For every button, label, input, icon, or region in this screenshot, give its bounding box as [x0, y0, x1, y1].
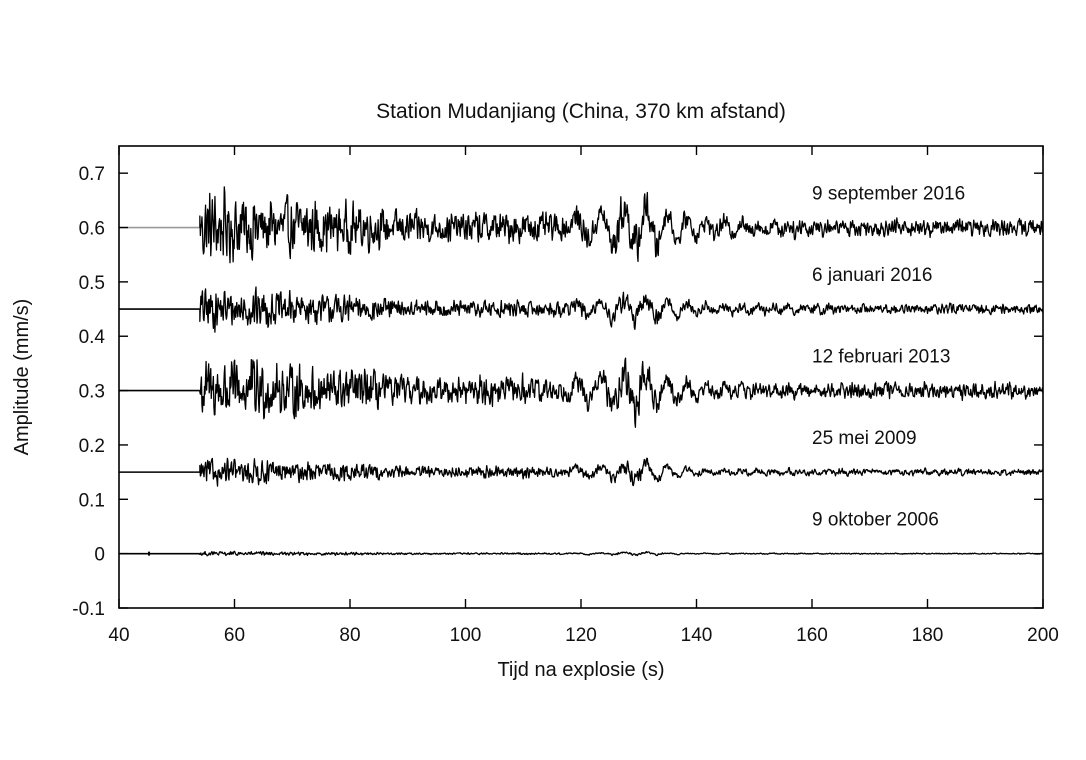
y-tick-label: -0.1: [72, 599, 105, 620]
y-tick-label: 0.4: [79, 327, 106, 348]
series-label: 9 september 2016: [812, 183, 965, 204]
x-axis: 40 60 80 100 120 140 160 180 200: [108, 146, 1059, 646]
y-tick-label: 0.5: [79, 273, 105, 294]
series-line: [199, 357, 1043, 428]
x-tick-label: 140: [681, 625, 713, 646]
x-tick-label: 160: [796, 625, 828, 646]
y-tick-label: 0.2: [79, 436, 105, 457]
x-tick-label: 100: [450, 625, 482, 646]
y-tick-label: 0.1: [79, 490, 105, 511]
x-tick-label: 80: [339, 625, 360, 646]
y-tick-label: 0.7: [79, 164, 105, 185]
chart-title: Station Mudanjiang (China, 370 km afstan…: [376, 100, 786, 123]
x-tick-label: 180: [912, 625, 944, 646]
x-tick-label: 40: [108, 625, 129, 646]
x-axis-label: Tijd na explosie (s): [497, 659, 664, 681]
series-label: 9 oktober 2006: [812, 509, 939, 530]
series-label: 12 februari 2013: [812, 346, 950, 367]
series-label: 6 januari 2016: [812, 265, 932, 286]
y-tick-label: 0.3: [79, 382, 105, 403]
y-axis: -0.1 0 0.1 0.2 0.3 0.4 0.5 0.6 0.7: [72, 164, 1043, 620]
y-axis-label: Amplitude (mm/s): [11, 299, 33, 456]
series-label: 25 mei 2009: [812, 428, 917, 449]
y-tick-label: 0.6: [79, 219, 105, 240]
series-labels: 9 september 2016 6 januari 2016 12 februar…: [812, 183, 965, 530]
series-line: [199, 286, 1043, 333]
x-tick-label: 200: [1027, 625, 1059, 646]
x-tick-label: 120: [565, 625, 597, 646]
series-line: [199, 186, 1043, 264]
series-layer: [119, 186, 1043, 557]
series-line: [199, 550, 1043, 557]
y-tick-label: 0: [94, 545, 105, 566]
x-tick-label: 60: [224, 625, 245, 646]
series-line: [199, 457, 1043, 487]
